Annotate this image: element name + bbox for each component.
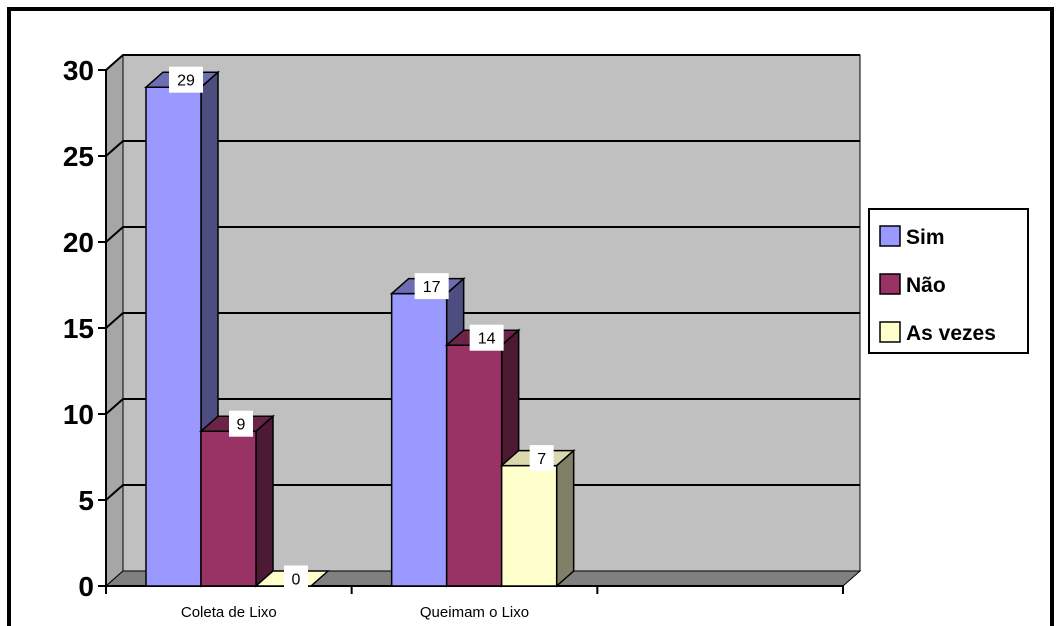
bar-front [145, 86, 202, 587]
data-label: 9 [237, 417, 246, 434]
bar-front [390, 292, 448, 587]
y-tick-label: 20 [63, 227, 94, 258]
gridline [105, 398, 860, 415]
gridline [105, 140, 860, 157]
legend-swatch [879, 273, 901, 295]
data-label: 14 [478, 331, 496, 348]
data-label-box [169, 66, 203, 93]
data-label-box [529, 445, 554, 472]
data-label-box [469, 324, 504, 351]
bar-n-o: 9 [199, 410, 275, 588]
gridline [105, 54, 860, 71]
bar-front [200, 430, 257, 587]
legend-item: As vezes [879, 321, 996, 345]
bars: 29 9 0 17 14 7 [144, 66, 576, 592]
legend-label: Não [906, 274, 946, 297]
bar-side [255, 414, 274, 588]
legend-swatch [879, 225, 901, 247]
bar-as-vezes: 7 [499, 445, 576, 588]
legend-item: Não [879, 273, 946, 297]
data-label-box [284, 565, 308, 592]
y-axis-ticks: 0 5 10 15 20 25 30 [63, 55, 843, 602]
gridline [105, 484, 860, 501]
gridline [105, 226, 860, 243]
bar-as-vezes: 0 [254, 565, 330, 592]
y-tick-label: 5 [78, 485, 94, 516]
y-tick-label: 30 [63, 55, 94, 86]
data-label: 29 [177, 73, 195, 90]
bar-side [555, 448, 575, 588]
y-tick-label: 0 [78, 571, 94, 602]
y-tick-label: 10 [63, 399, 94, 430]
category-label: Queimam o Lixo [420, 604, 529, 621]
bar-front [500, 464, 558, 587]
category-label: Coleta de Lixo [181, 604, 277, 621]
legend-swatch [879, 321, 901, 343]
data-label-box [229, 410, 253, 437]
y-tick-label: 15 [63, 313, 94, 344]
legend-label: Sim [906, 226, 945, 249]
legend-item: Sim [879, 225, 945, 249]
legend-label: As vezes [906, 322, 996, 345]
bar-front [445, 344, 503, 587]
legend: Sim Não As vezes [868, 208, 1029, 354]
data-label-box [414, 273, 449, 300]
gridline [105, 312, 860, 329]
y-tick-label: 25 [63, 141, 94, 172]
data-label: 17 [423, 279, 441, 296]
data-label: 7 [537, 451, 546, 468]
x-axis-categories: Coleta de Lixo Queimam o Lixo [105, 586, 844, 621]
data-label: 0 [292, 572, 301, 589]
